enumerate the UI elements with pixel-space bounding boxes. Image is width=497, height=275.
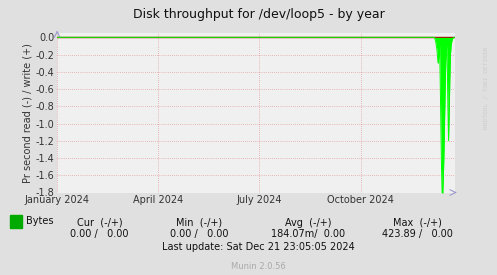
Text: Cur  (-/+): Cur (-/+) — [77, 218, 122, 228]
Text: Disk throughput for /dev/loop5 - by year: Disk throughput for /dev/loop5 - by year — [133, 8, 384, 21]
Text: Min  (-/+): Min (-/+) — [176, 218, 222, 228]
Text: Last update: Sat Dec 21 23:05:05 2024: Last update: Sat Dec 21 23:05:05 2024 — [162, 243, 355, 252]
Text: 0.00 /   0.00: 0.00 / 0.00 — [169, 229, 228, 239]
Text: Bytes: Bytes — [26, 216, 54, 226]
Text: RRDTOOL / TOBI OETIKER: RRDTOOL / TOBI OETIKER — [484, 47, 489, 129]
Text: 184.07m/  0.00: 184.07m/ 0.00 — [271, 229, 345, 239]
Text: Munin 2.0.56: Munin 2.0.56 — [231, 262, 286, 271]
Text: Avg  (-/+): Avg (-/+) — [285, 218, 331, 228]
Text: 423.89 /   0.00: 423.89 / 0.00 — [382, 229, 453, 239]
Text: Max  (-/+): Max (-/+) — [393, 218, 442, 228]
Y-axis label: Pr second read (-) / write (+): Pr second read (-) / write (+) — [23, 43, 33, 183]
Text: 0.00 /   0.00: 0.00 / 0.00 — [70, 229, 129, 239]
